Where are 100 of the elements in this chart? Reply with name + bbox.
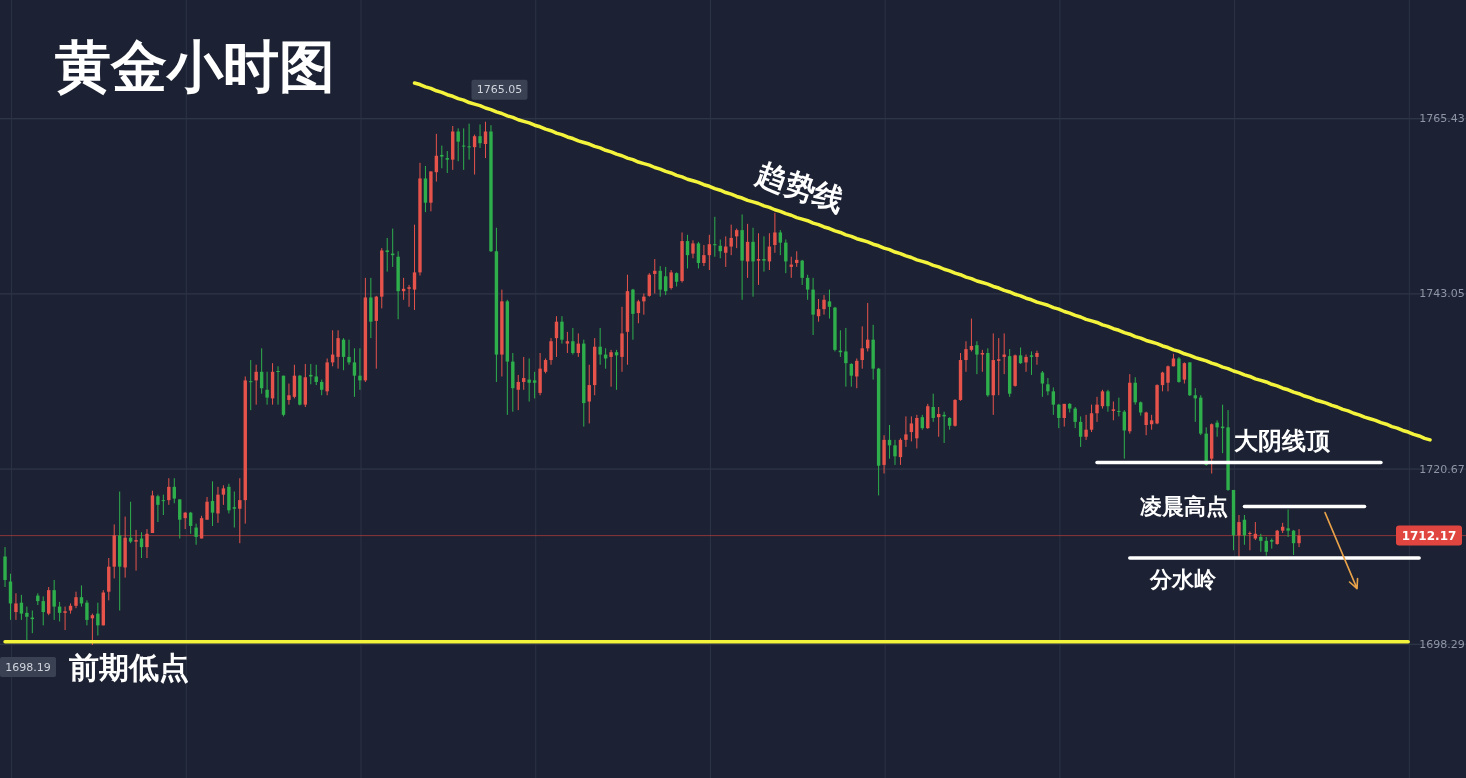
- candlestick: [445, 150, 449, 174]
- candlestick: [461, 127, 466, 171]
- candlestick: [609, 349, 613, 388]
- series-label: 前期低点: [68, 650, 189, 686]
- candlestick: [822, 294, 826, 316]
- candlestick: [1248, 530, 1252, 551]
- text: 黄金小时图: [55, 33, 335, 99]
- candlestick: [238, 477, 242, 544]
- candlestick: [571, 327, 575, 356]
- candlestick: [762, 235, 766, 273]
- candlestick: [205, 496, 209, 521]
- candlestick: [85, 599, 89, 626]
- candlestick: [1024, 354, 1028, 373]
- y-tick-label: 1698.29: [1419, 637, 1465, 651]
- candlestick: [456, 127, 460, 162]
- candlestick: [565, 331, 570, 354]
- candlestick: [1259, 533, 1263, 553]
- candlestick: [729, 224, 733, 256]
- ref-line-label: 1712.17: [1401, 528, 1457, 543]
- candlestick: [598, 327, 602, 366]
- candlestick: [314, 364, 318, 386]
- y-tick-label: 1743.05: [1419, 287, 1465, 301]
- candlestick: [909, 415, 914, 442]
- candlestick: [1117, 397, 1121, 417]
- text: 趋势线: [751, 154, 849, 219]
- candlestick: [756, 232, 761, 286]
- y-tick-label: 1765.43: [1419, 112, 1465, 126]
- candlestick: [1084, 414, 1088, 441]
- candlestick: [483, 121, 488, 159]
- candlestick: [893, 439, 897, 466]
- candlestick: [216, 486, 220, 524]
- candlestick: [560, 315, 564, 345]
- candlestick: [385, 237, 389, 273]
- candlestick: [805, 274, 810, 301]
- candlestick: [620, 306, 624, 373]
- candlestick: [800, 259, 804, 286]
- series-label: 大阴线顶: [1233, 426, 1330, 455]
- annotation: 1765.05: [476, 83, 523, 97]
- annotation: 1698.19: [5, 660, 51, 674]
- candlestick: [25, 606, 29, 641]
- candlestick: [964, 340, 968, 373]
- candlestick: [522, 356, 526, 391]
- candlestick: [669, 269, 673, 291]
- candlestick: [336, 329, 340, 370]
- candlestick: [232, 491, 237, 529]
- candlestick: [478, 123, 482, 149]
- candlestick: [221, 484, 226, 506]
- candlestick: [1270, 537, 1274, 550]
- candlestick: [860, 325, 864, 370]
- candlestick: [980, 349, 985, 373]
- candlestick: [1106, 389, 1110, 413]
- candlestick: [407, 284, 411, 308]
- candlestick: [1051, 386, 1056, 416]
- candlestick: [210, 480, 215, 527]
- candlestick: [1215, 419, 1219, 438]
- candlestick: [1046, 377, 1050, 396]
- candlestick: [52, 579, 56, 621]
- candlestick: [969, 318, 974, 352]
- candlestick: [128, 501, 133, 544]
- candlestick: [440, 145, 444, 169]
- candlestick: [287, 383, 291, 406]
- candlestick: [1089, 404, 1094, 433]
- candlestick: [139, 531, 144, 559]
- candlestick: [691, 239, 695, 259]
- candlestick: [96, 602, 100, 637]
- candlestick: [172, 477, 176, 504]
- candlestick: [778, 229, 783, 256]
- candlestick: [1182, 361, 1187, 385]
- y-tick-label: 1720.67: [1419, 462, 1465, 476]
- candlestick: [265, 371, 269, 406]
- candlestick: [167, 477, 171, 506]
- candlestick: [161, 494, 166, 516]
- candlestick: [63, 606, 67, 631]
- candlestick: [3, 546, 7, 588]
- candlestick: [642, 293, 646, 316]
- candlestick: [527, 357, 531, 403]
- candlestick: [194, 523, 198, 546]
- candlestick: [587, 364, 591, 424]
- candlestick: [1029, 350, 1034, 376]
- candlestick: [145, 528, 149, 559]
- candlestick: [997, 337, 1001, 396]
- series-label: 分水岭: [1149, 566, 1218, 592]
- candlestick: [844, 327, 848, 388]
- candlestick: [713, 216, 717, 258]
- candlestick: [773, 212, 777, 254]
- candlestick: [636, 299, 641, 324]
- candlestick: [904, 415, 908, 448]
- candlestick: [751, 227, 755, 298]
- candlestick: [1166, 365, 1170, 392]
- candlestick: [1095, 396, 1099, 423]
- candlestick: [47, 586, 51, 616]
- candlestick: [178, 498, 182, 539]
- candlestick: [134, 529, 138, 572]
- candlestick: [358, 347, 362, 391]
- candlestick: [1286, 509, 1290, 538]
- candlestick: [975, 340, 979, 375]
- candlestick: [702, 244, 706, 267]
- candlestick: [549, 337, 553, 366]
- candlestick: [1002, 332, 1006, 375]
- candlestick: [1073, 406, 1077, 429]
